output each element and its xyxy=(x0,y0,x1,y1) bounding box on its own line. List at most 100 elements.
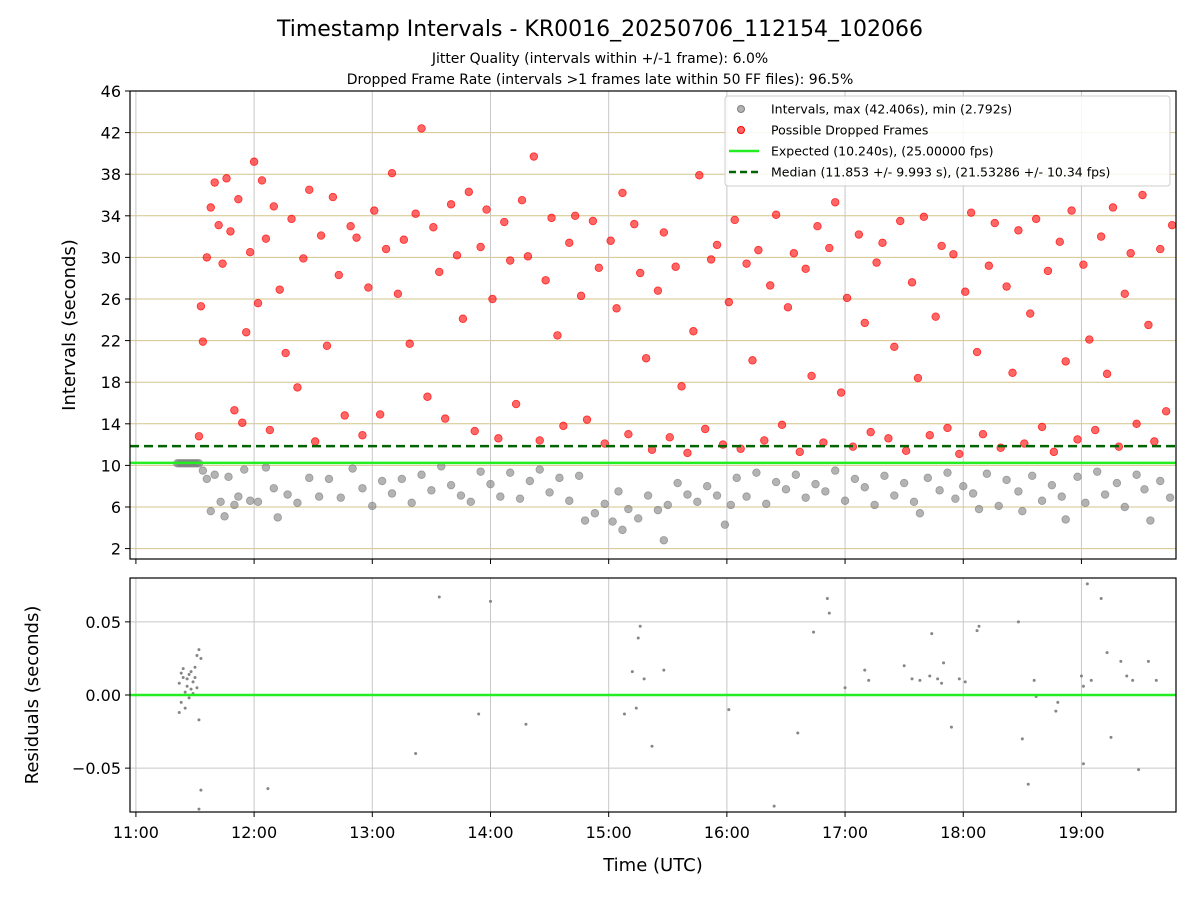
residual-point xyxy=(634,706,638,710)
dropped-frame-point xyxy=(234,194,243,204)
dropped-frame-point xyxy=(293,383,302,392)
dropped-frame-point xyxy=(748,356,757,365)
interval-point xyxy=(909,497,919,506)
top-plot-points xyxy=(173,124,1177,545)
dropped-frame-point xyxy=(275,285,284,294)
dropped-frame-point xyxy=(299,254,308,263)
interval-point xyxy=(860,483,869,492)
interval-point xyxy=(1073,472,1082,482)
top-y-tick-label: 38 xyxy=(101,165,121,184)
dropped-frame-point xyxy=(612,304,621,313)
top-plot-frame xyxy=(129,90,1177,560)
legend-label: Expected (10.240s), (25.00000 fps) xyxy=(771,144,993,159)
residual-point xyxy=(177,711,181,715)
interval-point xyxy=(890,491,899,500)
interval-point xyxy=(994,501,1003,511)
dropped-frame-point xyxy=(677,382,686,391)
legend-label: Intervals, max (42.406s), min (2.792s) xyxy=(771,102,1012,117)
dropped-frame-point xyxy=(257,176,267,185)
dropped-frame-point xyxy=(943,423,952,433)
bottom-y-axis-label: Residuals (seconds) xyxy=(22,606,43,785)
dropped-frame-point xyxy=(1167,220,1177,230)
interval-point xyxy=(673,478,682,488)
x-tick-label: 11:00 xyxy=(113,823,159,842)
interval-point xyxy=(1132,470,1141,479)
interval-point xyxy=(525,476,535,486)
dropped-frame-point xyxy=(505,256,515,265)
residual-point xyxy=(266,787,270,791)
dropped-frame-point xyxy=(287,214,296,224)
dropped-frame-point xyxy=(245,247,255,257)
dropped-frame-point xyxy=(316,231,326,240)
dropped-frame-point xyxy=(218,259,227,268)
interval-point xyxy=(476,467,485,476)
dropped-frame-point xyxy=(937,241,946,251)
residual-point xyxy=(638,624,642,628)
interval-point xyxy=(732,473,741,483)
interval-point xyxy=(1112,478,1122,488)
dropped-frame-point xyxy=(476,242,485,252)
interval-point xyxy=(821,487,830,496)
top-y-tick-label: 18 xyxy=(101,373,121,392)
interval-point xyxy=(712,491,722,500)
dropped-frame-point xyxy=(783,303,793,312)
legend-box xyxy=(724,95,1171,187)
interval-point xyxy=(580,516,590,525)
interval-point xyxy=(387,489,397,498)
interval-point xyxy=(407,498,416,508)
dropped-frame-point xyxy=(198,337,208,346)
dropped-frame-point xyxy=(1008,368,1017,378)
dropped-frame-point xyxy=(440,414,450,423)
dropped-frame-point xyxy=(553,331,562,340)
interval-point xyxy=(1027,471,1037,480)
dropped-frame-point xyxy=(860,318,869,328)
dropped-frame-point xyxy=(813,221,822,231)
residual-point xyxy=(630,670,634,674)
interval-point xyxy=(614,487,623,496)
interval-point xyxy=(659,536,669,545)
dropped-frame-point xyxy=(701,424,710,434)
top-y-tick-label: 42 xyxy=(101,124,121,143)
residual-point xyxy=(193,665,197,669)
dropped-frame-point xyxy=(890,342,899,352)
dropped-frame-point xyxy=(226,227,235,236)
interval-point xyxy=(693,497,702,506)
interval-point xyxy=(283,490,292,499)
dropped-frame-point xyxy=(913,373,923,383)
interval-point xyxy=(870,500,879,510)
dropped-frame-point xyxy=(1132,419,1141,428)
dropped-frame-point xyxy=(872,258,881,267)
residual-point xyxy=(942,661,946,665)
chart-title: Timestamp Intervals - KR0016_20250706_11… xyxy=(276,17,923,42)
legend-label: Median (11.853 +/- 9.993 s), (21.53286 +… xyxy=(771,165,1110,180)
dropped-frame-point xyxy=(630,219,639,229)
interval-point xyxy=(643,491,653,500)
residual-point xyxy=(179,700,183,704)
residual-point xyxy=(187,696,191,700)
interval-point xyxy=(230,500,239,510)
dropped-frame-point xyxy=(570,211,580,220)
dropped-frame-point xyxy=(730,215,739,225)
residual-point xyxy=(940,681,944,685)
bottom-y-tick-label: 0.05 xyxy=(85,613,121,632)
interval-point xyxy=(261,463,271,472)
dropped-frame-point xyxy=(370,206,379,215)
residual-point xyxy=(197,648,201,652)
interval-point xyxy=(1140,485,1149,494)
interval-point xyxy=(1165,493,1175,502)
interval-point xyxy=(293,498,302,508)
x-tick-label: 14:00 xyxy=(467,823,513,842)
dropped-frame-point xyxy=(777,420,787,430)
dropped-frame-point xyxy=(310,437,320,446)
interval-point xyxy=(742,492,751,501)
dropped-frame-point xyxy=(854,230,864,239)
residual-point xyxy=(185,684,189,688)
residual-point xyxy=(1016,620,1020,624)
interval-point xyxy=(368,501,377,511)
dropped-frame-point xyxy=(1014,226,1023,235)
dropped-frame-point xyxy=(742,259,751,268)
bottom-axes: 11:00 12:00 13:00 14:00 15:00 16:00 17:00 18:00… xyxy=(72,613,1105,842)
dropped-frame-point xyxy=(305,185,314,194)
dropped-frame-point xyxy=(328,192,338,202)
